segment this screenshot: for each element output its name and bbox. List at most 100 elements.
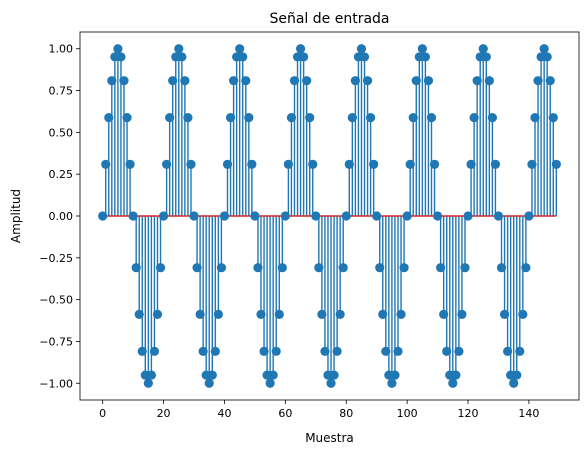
stem-marker-126 [481,52,491,62]
stem-marker-116 [451,370,461,380]
stem-marker-37 [210,346,220,356]
stem-marker-43 [228,76,239,86]
stem-marker-36 [207,370,217,380]
stem-marker-19 [155,263,166,273]
stem-marker-136 [512,370,522,380]
stem-marker-52 [256,309,266,319]
stem-marker-118 [457,309,467,319]
stem-marker-107 [423,76,434,86]
stem-marker-2 [104,113,114,123]
stem-marker-17 [149,346,160,356]
stem-marker-77 [332,346,342,356]
stem-marker-76 [329,370,339,380]
stem-marker-115 [448,378,458,388]
stem-marker-32 [195,309,205,319]
stem-marker-90 [372,211,382,221]
chart-title: Señal de entrada [269,11,389,27]
stem-marker-110 [432,211,443,221]
stem-marker-83 [350,76,360,86]
stem-marker-82 [347,113,357,123]
stem-marker-31 [192,263,202,273]
stem-marker-55 [265,378,275,388]
stem-marker-62 [286,113,297,123]
y-axis-label: Amplitud [9,189,23,243]
stem-marker-16 [146,370,156,380]
stem-marker-49 [247,159,257,169]
plot-area [98,44,561,388]
y-tick-label: 1.00 [49,43,74,56]
stem-marker-146 [542,52,552,62]
stem-marker-121 [466,159,476,169]
stem-marker-133 [503,346,513,356]
y-tick-label: −0.50 [39,294,73,307]
stem-marker-67 [302,76,312,86]
x-tick-label: 120 [458,407,479,420]
stem-marker-58 [274,309,284,319]
stem-marker-72 [317,309,327,319]
stem-marker-63 [289,76,300,86]
stem-marker-106 [420,52,431,62]
stem-marker-100 [402,211,412,221]
stem-marker-92 [378,309,388,319]
stem-marker-57 [271,346,281,356]
stem-marker-22 [165,113,175,123]
stem-marker-113 [442,346,452,356]
y-tick-label: −0.25 [39,252,73,265]
stem-marker-131 [496,263,507,273]
stem-marker-69 [308,159,318,169]
stem-marker-85 [356,44,367,54]
stem-marker-108 [426,113,437,123]
y-tick-label: 0.50 [49,126,74,139]
stem-marker-60 [280,211,290,221]
stem-marker-95 [387,378,397,388]
stem-marker-120 [463,211,473,221]
stem-marker-137 [515,346,525,356]
stem-marker-96 [390,370,400,380]
y-tick-label: 0.25 [49,168,74,181]
stem-marker-119 [460,263,470,273]
stem-marker-89 [369,159,379,169]
stem-marker-99 [399,263,409,273]
stem-marker-12 [134,309,144,319]
stem-marker-86 [359,52,370,62]
stem-marker-143 [533,76,543,86]
x-tick-label: 20 [157,407,171,420]
stem-marker-59 [277,263,287,273]
stem-marker-128 [487,113,497,123]
stem-marker-102 [408,113,418,123]
stem-marker-1 [101,159,111,169]
stem-marker-129 [490,159,501,169]
stem-marker-105 [417,44,427,54]
stem-marker-73 [320,346,330,356]
stem-marker-71 [314,263,324,273]
stem-marker-141 [527,159,537,169]
stem-marker-88 [366,113,376,123]
stem-marker-111 [436,263,446,273]
stem-marker-53 [259,346,269,356]
stem-marker-81 [344,159,354,169]
stem-marker-61 [283,159,293,169]
stem-marker-15 [143,378,153,388]
stem-marker-46 [238,52,248,62]
x-axis-label: Muestra [305,431,354,445]
stem-marker-27 [180,76,190,86]
stem-marker-142 [530,113,540,123]
stem-marker-25 [174,44,184,54]
stem-marker-149 [551,159,561,169]
stem-marker-122 [469,113,479,123]
stem-marker-18 [152,309,163,319]
x-tick-label: 0 [99,407,106,420]
y-tick-label: 0.75 [49,85,74,98]
stem-marker-42 [225,113,236,123]
stem-marker-8 [122,113,132,123]
stem-marker-50 [250,211,260,221]
stem-marker-29 [186,159,196,169]
y-tick-label: −0.75 [39,335,73,348]
stem-marker-130 [493,211,504,221]
x-tick-label: 140 [518,407,539,420]
stem-marker-40 [219,211,230,221]
stem-marker-135 [509,378,519,388]
stem-marker-56 [268,370,278,380]
stem-marker-117 [454,346,464,356]
